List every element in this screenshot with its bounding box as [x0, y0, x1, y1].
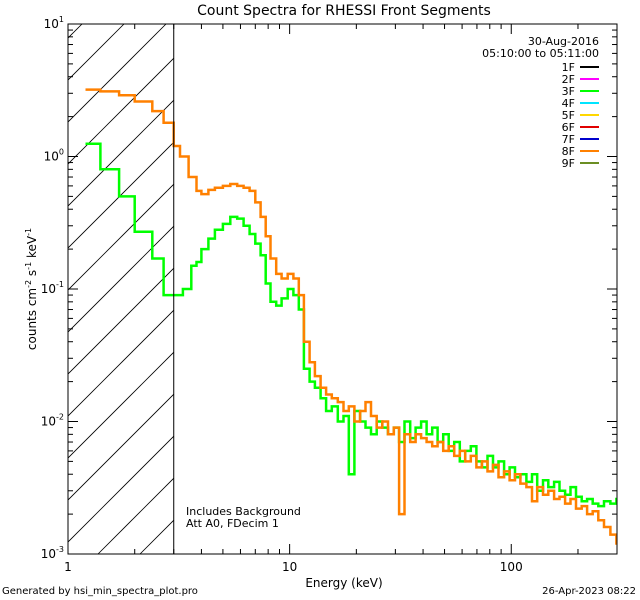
legend-time-range: 05:10:00 to 05:11:00	[482, 47, 599, 60]
annotation-background: Includes Background	[186, 505, 301, 518]
hatch-line	[68, 225, 174, 333]
hatch-line	[350, 0, 640, 554]
x-tick-label: 1	[64, 560, 72, 574]
x-tick-label: 100	[500, 560, 523, 574]
hatch-line	[602, 0, 640, 554]
hatch-line	[97, 477, 174, 554]
y-tick-label: 100	[44, 148, 64, 164]
hatch-line	[224, 0, 640, 554]
hatch-line	[266, 0, 640, 554]
hatched-region	[0, 0, 640, 554]
y-tick-label: 10-3	[41, 545, 64, 561]
y-tick-label: 101	[44, 15, 64, 31]
legend-label: 9F	[562, 157, 575, 170]
legend-label: 7F	[562, 133, 575, 146]
hatch-line	[68, 141, 174, 249]
y-axis-label: counts cm-2 s-1 keV-1	[24, 228, 39, 350]
svg-text:10-2: 10-2	[41, 413, 64, 429]
x-axis-label: Energy (keV)	[305, 576, 382, 590]
hatch-line	[68, 435, 174, 543]
svg-text:101: 101	[44, 15, 64, 31]
svg-text:10-1: 10-1	[41, 280, 64, 296]
hatch-line	[476, 0, 640, 554]
hatch-line	[68, 267, 174, 375]
svg-text:100: 100	[44, 148, 64, 164]
x-tick-label: 10	[282, 560, 297, 574]
hatch-line	[68, 183, 174, 291]
hatch-line	[68, 393, 174, 501]
hatch-line	[68, 24, 83, 39]
hatch-line	[434, 0, 640, 554]
hatch-line	[68, 351, 174, 459]
hatch-line	[518, 0, 640, 554]
generated-by-note: Generated by hsi_min_spectra_plot.pro	[2, 586, 198, 597]
y-tick-label: 10-1	[41, 280, 64, 296]
hatch-line	[0, 0, 110, 554]
legend-label: 8F	[562, 145, 575, 158]
legend-date: 30-Aug-2016	[528, 35, 599, 48]
legend-label: 3F	[562, 85, 575, 98]
hatch-line	[68, 24, 167, 123]
hatch-line	[68, 24, 125, 81]
legend-label: 6F	[562, 121, 575, 134]
legend-label: 4F	[562, 97, 575, 110]
series-layer	[85, 88, 617, 545]
legend-label: 1F	[562, 61, 575, 74]
series-3F-line	[85, 142, 617, 508]
annotation-attenuator: Att A0, FDecim 1	[186, 517, 279, 530]
hatch-line	[68, 99, 174, 207]
chart-title: Count Spectra for RHESSI Front Segments	[197, 3, 491, 19]
series-8F-line	[85, 88, 617, 545]
legend-label: 5F	[562, 109, 575, 122]
svg-text:10-3: 10-3	[41, 545, 64, 561]
y-tick-label: 10-2	[41, 413, 64, 429]
axis-ticks	[67, 23, 618, 555]
hatch-line	[308, 0, 640, 554]
generated-timestamp: 26-Apr-2023 08:22	[542, 586, 636, 597]
legend-label: 2F	[562, 73, 575, 86]
